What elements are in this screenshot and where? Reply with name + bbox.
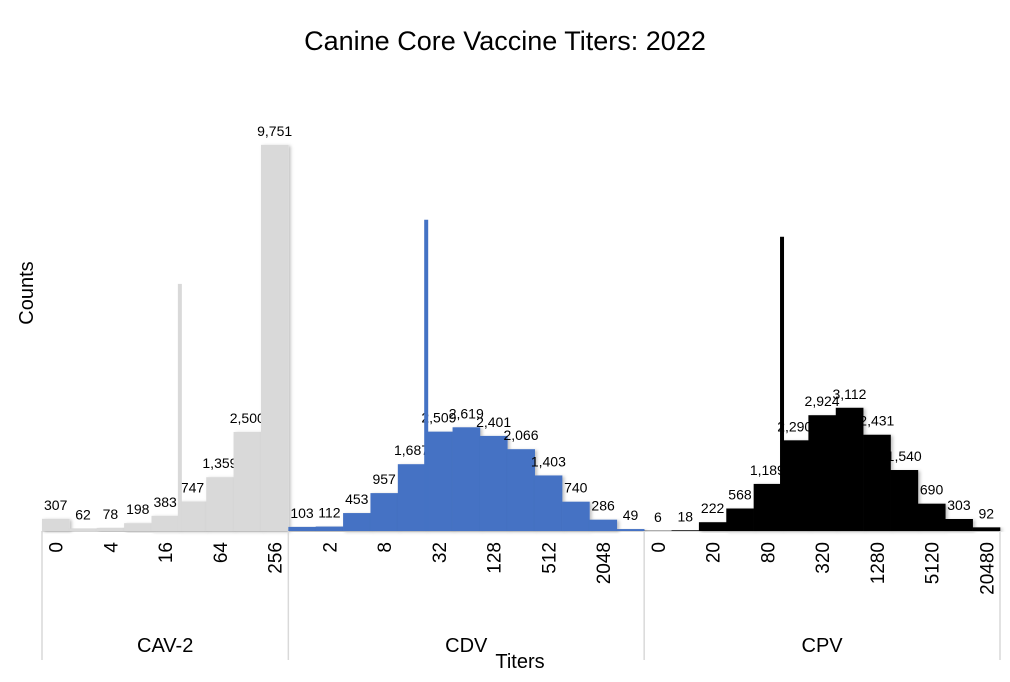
data-label: 2,500 — [230, 410, 265, 426]
data-label: 49 — [623, 507, 639, 523]
data-label: 6 — [654, 509, 662, 525]
bar — [343, 513, 371, 531]
spike-bar — [178, 284, 182, 531]
data-label: 222 — [701, 500, 725, 516]
bar — [535, 475, 563, 531]
tick-label: 64 — [211, 542, 232, 564]
data-label: 1,359 — [202, 455, 237, 471]
bar — [151, 516, 179, 531]
bar — [124, 523, 152, 531]
bar — [754, 484, 782, 531]
data-label: 92 — [979, 505, 995, 521]
tick-label: 20480 — [977, 542, 998, 595]
data-label: 198 — [126, 501, 150, 517]
data-label: 383 — [153, 494, 177, 510]
data-label: 2,431 — [859, 413, 894, 429]
data-label: 568 — [728, 487, 752, 503]
bar — [316, 527, 344, 531]
bar — [179, 501, 207, 531]
bar — [234, 432, 262, 531]
group-label: CDV — [445, 635, 488, 657]
data-label: 103 — [290, 505, 314, 521]
chart-title: Canine Core Vaccine Titers: 2022 — [304, 26, 706, 56]
data-label: 1,403 — [531, 453, 566, 469]
data-label: 747 — [181, 479, 205, 495]
data-label: 690 — [920, 482, 944, 498]
bar — [480, 436, 508, 531]
data-label: 3,112 — [832, 386, 866, 402]
spike-bar — [424, 220, 428, 531]
tick-label: 5120 — [923, 542, 944, 584]
bar — [398, 464, 426, 531]
bar — [288, 527, 316, 531]
data-label: 18 — [677, 508, 693, 524]
tick-label: 80 — [758, 542, 779, 563]
tick-label: 2048 — [594, 542, 615, 584]
data-label: 1,540 — [887, 448, 922, 464]
tick-label: 1280 — [868, 542, 889, 584]
bar — [206, 477, 234, 531]
tick-label: 0 — [47, 542, 68, 553]
tick-label: 512 — [539, 542, 560, 574]
data-label: 1,189 — [750, 462, 785, 478]
bar — [42, 519, 70, 531]
bar — [261, 145, 289, 531]
group-label: CAV-2 — [137, 635, 193, 657]
bar — [945, 519, 973, 531]
data-label: 1,687 — [394, 442, 429, 458]
spike-bar — [780, 237, 784, 531]
bar — [699, 522, 727, 531]
bar — [562, 502, 590, 531]
x-axis-label: Titers — [495, 651, 544, 673]
y-axis-label: Counts — [16, 261, 38, 324]
tick-label: 320 — [813, 542, 834, 574]
tick-label: 8 — [375, 542, 396, 553]
tick-label: 128 — [485, 542, 506, 574]
data-label: 286 — [591, 498, 615, 514]
group-label: CPV — [802, 635, 844, 657]
data-label: 78 — [103, 506, 119, 522]
data-label: 62 — [75, 507, 91, 523]
bar — [808, 415, 836, 531]
data-label: 957 — [372, 471, 396, 487]
bar — [69, 529, 97, 531]
bar — [891, 470, 919, 531]
bar — [617, 529, 645, 531]
data-label: 307 — [44, 497, 68, 513]
bar — [973, 527, 1001, 531]
tick-label: 32 — [430, 542, 451, 563]
tick-label: 4 — [101, 542, 122, 553]
bar — [589, 520, 617, 531]
data-label: 9,751 — [257, 123, 292, 139]
data-label: 2,066 — [503, 427, 538, 443]
bar — [672, 530, 700, 531]
tick-label: 2 — [320, 542, 341, 553]
tick-label: 256 — [266, 542, 287, 574]
data-label: 303 — [947, 497, 971, 513]
data-label: 740 — [564, 480, 588, 496]
tick-label: 16 — [156, 542, 177, 563]
data-label: 112 — [318, 505, 341, 521]
bar — [453, 427, 481, 531]
tick-label: 20 — [704, 542, 725, 563]
bar — [425, 432, 453, 531]
bar — [370, 493, 398, 531]
data-label: 453 — [345, 491, 369, 507]
bar — [918, 504, 946, 531]
bar — [726, 509, 754, 531]
bar — [781, 440, 809, 531]
bar — [97, 528, 125, 531]
tick-label: 0 — [649, 542, 670, 553]
